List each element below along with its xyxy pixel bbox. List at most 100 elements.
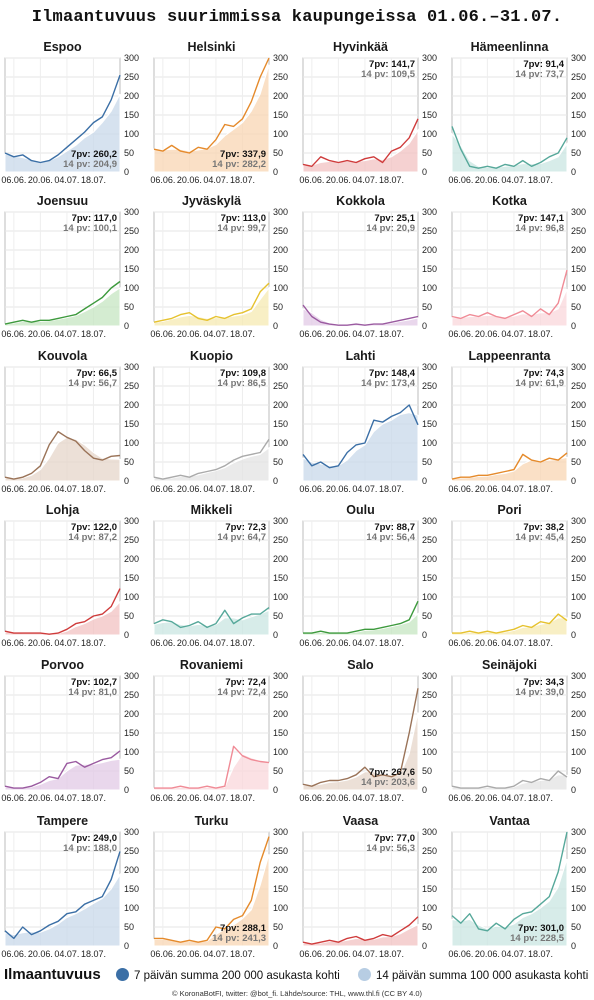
fourteen-day-label: 14 pv: 173,4 xyxy=(361,378,416,389)
series-7day-line xyxy=(302,404,419,469)
y-tick-label: 150 xyxy=(124,573,139,583)
panel-vaasa: Vaasa 0 50 100 150 200 250 300 06.06. 20.06. 04.07… xyxy=(299,814,437,959)
seven-day-label: 7pv: 102,7 xyxy=(71,677,117,688)
y-tick-label: 300 xyxy=(124,53,139,63)
x-tick-label: 06.06. xyxy=(150,329,175,339)
x-tick-label: 04.07. xyxy=(54,793,79,803)
y-tick-label: 300 xyxy=(273,671,288,681)
y-tick-label: 250 xyxy=(422,846,437,856)
series-14day-area xyxy=(451,288,568,327)
panel-hyvinkaa: Hyvinkää 0 50 100 150 200 250 300 06.06. 20.06. 04… xyxy=(299,40,437,185)
y-tick-label: 250 xyxy=(273,846,288,856)
x-tick-label: 04.07. xyxy=(352,484,377,494)
y-tick-label: 100 xyxy=(273,903,288,913)
x-tick-label: 20.06. xyxy=(475,484,500,494)
panel-lohja: Lohja 0 50 100 150 200 250 300 06.06. 20.06. 04.07… xyxy=(1,503,139,648)
panel-title: Espoo xyxy=(43,40,82,54)
y-tick-label: 100 xyxy=(124,592,139,602)
seven-day-label: 7pv: 109,8 xyxy=(220,368,266,379)
series-7day-line xyxy=(4,750,121,789)
seven-day-label: 7pv: 117,0 xyxy=(72,213,117,224)
y-tick-label: 100 xyxy=(422,283,437,293)
x-tick-label: 18.07. xyxy=(379,949,404,959)
y-tick-label: 50 xyxy=(124,611,134,621)
y-tick-label: 250 xyxy=(273,72,288,82)
panel-seinajoki: Seinäjoki 0 50 100 150 200 250 300 06.06. 20.06. 0… xyxy=(448,658,586,803)
y-tick-label: 100 xyxy=(273,747,288,757)
x-tick-label: 06.06. xyxy=(299,484,324,494)
panel-oulu: Oulu 0 50 100 150 200 250 300 06.06. 20.06. 04.07.… xyxy=(299,503,437,648)
x-tick-label: 20.06. xyxy=(28,793,53,803)
y-tick-label: 300 xyxy=(273,362,288,372)
x-tick-label: 20.06. xyxy=(475,638,500,648)
x-tick-label: 18.07. xyxy=(81,329,106,339)
seven-day-label: 7pv: 141,7 xyxy=(369,59,415,70)
y-tick-label: 0 xyxy=(571,167,576,177)
x-tick-label: 06.06. xyxy=(448,329,473,339)
y-tick-label: 200 xyxy=(422,91,437,101)
x-tick-label: 04.07. xyxy=(203,484,228,494)
x-tick-label: 04.07. xyxy=(501,949,526,959)
x-tick-label: 18.07. xyxy=(528,329,553,339)
series-14day-area xyxy=(4,287,121,327)
fourteen-day-label: 14 pv: 96,8 xyxy=(515,223,564,234)
y-tick-label: 150 xyxy=(273,728,288,738)
series-7day-line xyxy=(4,851,121,940)
y-tick-label: 200 xyxy=(273,91,288,101)
y-tick-label: 50 xyxy=(273,922,283,932)
fourteen-day-label: 14 pv: 188,0 xyxy=(63,843,117,854)
fourteen-day-label: 14 pv: 56,7 xyxy=(68,378,117,389)
x-tick-label: 18.07. xyxy=(379,175,404,185)
series-7day-line xyxy=(303,600,419,634)
fourteen-day-label: 14 pv: 64,7 xyxy=(217,532,266,543)
y-tick-label: 300 xyxy=(571,362,586,372)
x-tick-label: 04.07. xyxy=(352,793,377,803)
fourteen-day-label: 14 pv: 72,4 xyxy=(217,687,266,698)
y-tick-label: 50 xyxy=(422,302,432,312)
y-tick-label: 250 xyxy=(273,381,288,391)
x-tick-label: 06.06. xyxy=(150,484,175,494)
x-tick-label: 06.06. xyxy=(1,793,26,803)
panel-title: Salo xyxy=(347,658,374,672)
panel-title: Kuopio xyxy=(190,349,233,363)
fourteen-day-label: 14 pv: 282,2 xyxy=(212,159,266,170)
panel-kotka: Kotka 0 50 100 150 200 250 300 06.06. 20.06. 04.07… xyxy=(448,194,586,339)
y-tick-label: 100 xyxy=(422,903,437,913)
x-tick-label: 20.06. xyxy=(177,793,202,803)
panel-title: Rovaniemi xyxy=(180,658,243,672)
y-tick-label: 50 xyxy=(273,302,283,312)
legend-item-7day: 7 päivän summa 200 000 asukasta kohti xyxy=(116,968,340,982)
y-tick-label: 150 xyxy=(422,264,437,274)
panel-vantaa: Vantaa 0 50 100 150 200 250 300 06.06. 20.06. 04.0… xyxy=(448,814,586,959)
panel-jyvaskyla: Jyväskylä 0 50 100 150 200 250 300 06.06. 20.06. 0… xyxy=(150,194,288,339)
y-tick-label: 100 xyxy=(571,283,586,293)
series-14day-area xyxy=(302,712,419,791)
y-tick-label: 250 xyxy=(124,846,139,856)
y-tick-label: 250 xyxy=(124,226,139,236)
y-tick-label: 200 xyxy=(124,865,139,875)
series-7day-line xyxy=(451,126,568,169)
y-tick-label: 200 xyxy=(571,245,586,255)
series-14day-area xyxy=(451,858,568,947)
x-tick-label: 06.06. xyxy=(1,949,26,959)
y-tick-label: 0 xyxy=(124,941,129,951)
fourteen-day-label: 14 pv: 87,2 xyxy=(68,532,117,543)
x-tick-label: 04.07. xyxy=(54,329,79,339)
x-tick-label: 04.07. xyxy=(352,638,377,648)
panel-salo: Salo 0 50 100 150 200 250 300 06.06. 20.06. 04.07.… xyxy=(299,658,437,803)
y-tick-label: 100 xyxy=(571,592,586,602)
x-tick-label: 04.07. xyxy=(203,329,228,339)
x-tick-label: 06.06. xyxy=(150,638,175,648)
y-tick-label: 200 xyxy=(422,400,437,410)
series-7day-line xyxy=(4,74,121,164)
seven-day-label: 7pv: 66,5 xyxy=(76,368,117,379)
y-tick-label: 250 xyxy=(422,381,437,391)
y-tick-label: 250 xyxy=(273,535,288,545)
y-tick-label: 200 xyxy=(422,709,437,719)
x-tick-label: 06.06. xyxy=(448,793,473,803)
series-14day-area xyxy=(302,612,419,636)
series-7day-line xyxy=(302,304,419,326)
seven-day-label: 7pv: 113,0 xyxy=(221,213,266,224)
x-tick-label: 18.07. xyxy=(379,329,404,339)
series-7day-line xyxy=(452,613,568,634)
